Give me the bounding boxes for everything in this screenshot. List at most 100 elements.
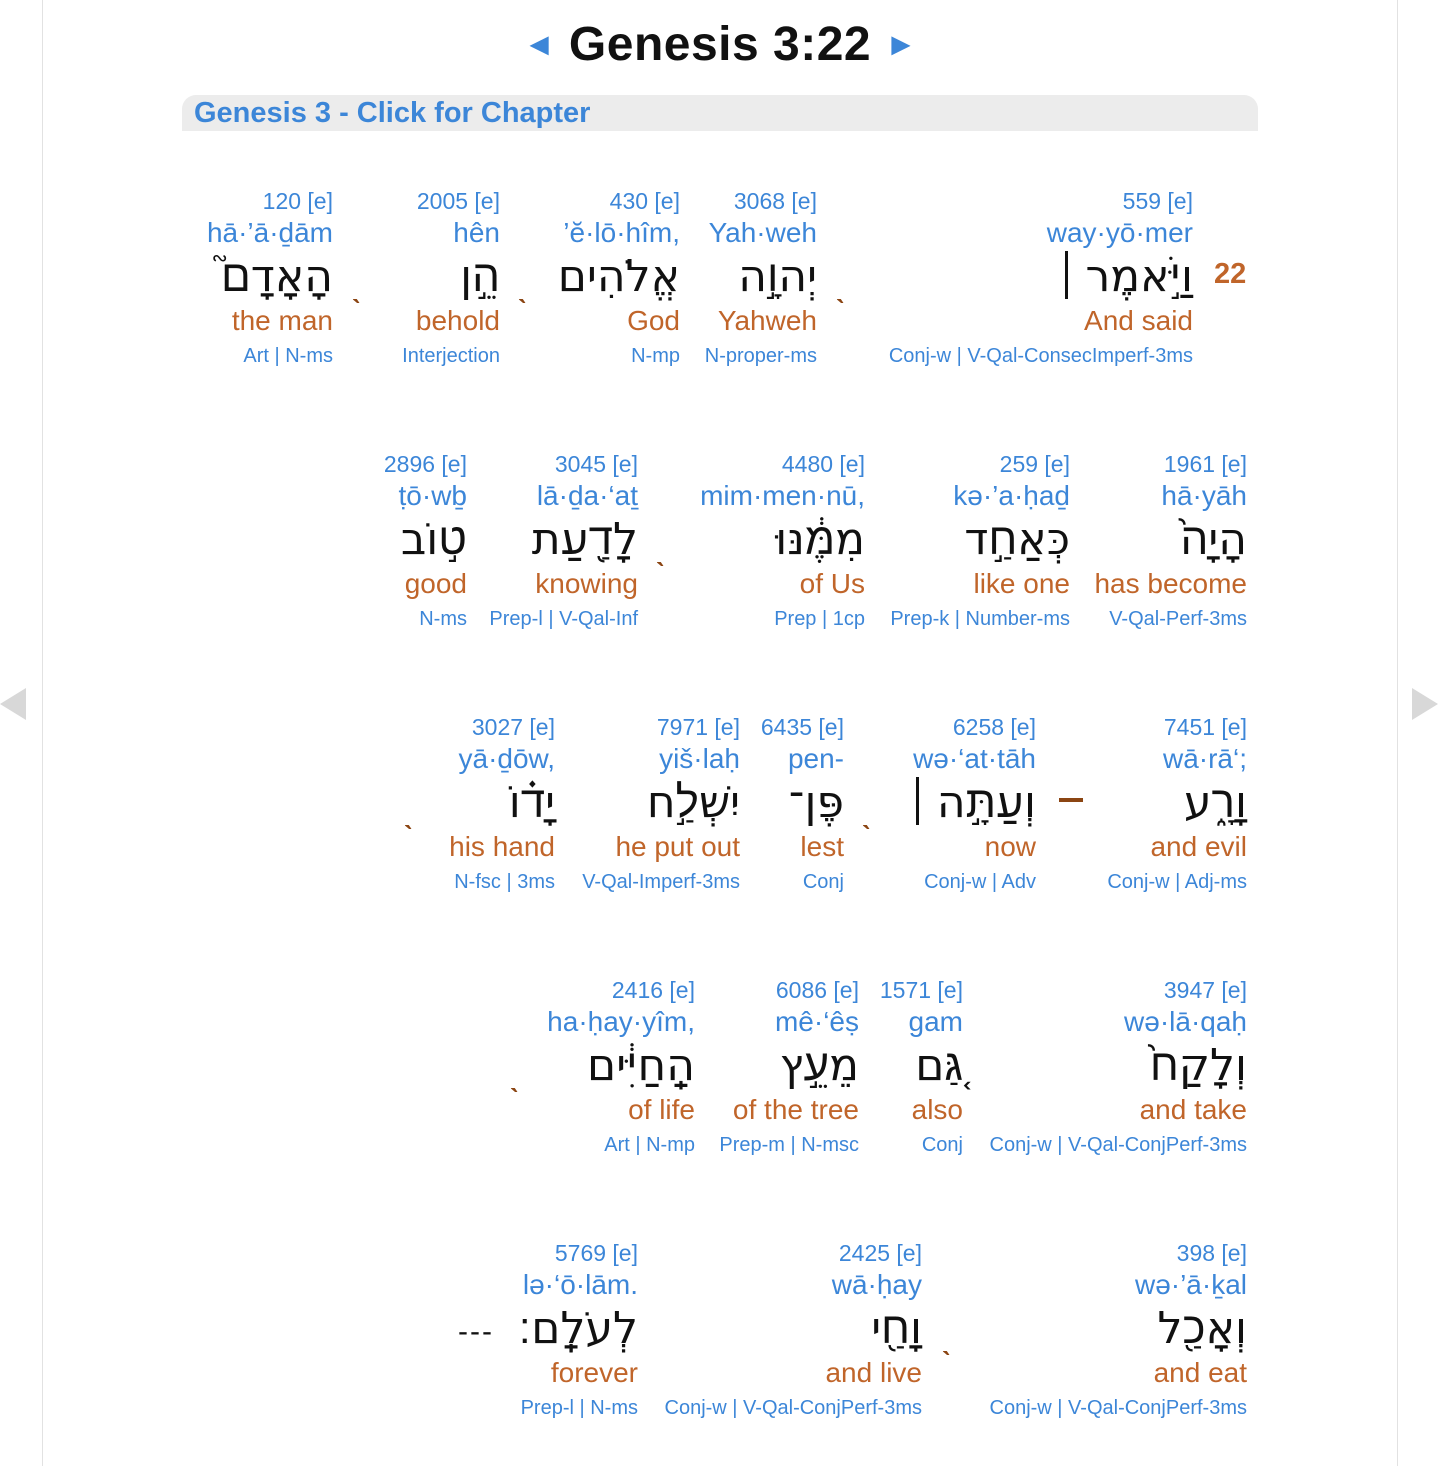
strongs-number-link[interactable]: 3045 [e] <box>554 451 638 477</box>
next-verse-arrow-icon[interactable]: ► <box>885 26 917 62</box>
parsing-link[interactable]: Conj-w | V-Qal-ConsecImperf-3ms <box>888 345 1193 367</box>
word-separator-mark: ˎ <box>518 271 528 304</box>
parsing-link[interactable]: Prep-l | V-Qal-Inf <box>489 608 638 630</box>
strongs-number-link[interactable]: 2416 [e] <box>611 977 695 1003</box>
transliteration: hā·yāh <box>1161 480 1247 511</box>
word-block: 259 [e] kə·’a·ḥaḏ כְּאַחַ֣ד like one Pre… <box>890 448 1070 632</box>
strongs-number-link[interactable]: 430 [e] <box>609 188 680 214</box>
strongs-number-link[interactable]: 5769 [e] <box>554 1240 638 1266</box>
strongs-number-link[interactable]: 2896 [e] <box>383 451 467 477</box>
english-gloss: Yahweh <box>717 305 817 336</box>
parsing-link[interactable]: Conj-w | V-Qal-ConjPerf-3ms <box>664 1397 922 1419</box>
word-separator-mark: ˎ <box>404 797 414 830</box>
hebrew-word: מִמֶּ֔נּוּ <box>775 514 865 565</box>
transliteration: yā·ḏōw, <box>458 743 556 774</box>
strongs-number-link[interactable]: 120 [e] <box>262 188 333 214</box>
transliteration: mim·men·nū, <box>700 480 865 511</box>
hebrew-word: הֵ֣ן <box>460 251 500 302</box>
word-separator-mark: ˎ <box>510 1060 520 1093</box>
transliteration: mê·‘êṣ <box>774 1006 859 1037</box>
word-separator-mark: ˎ <box>942 1323 952 1356</box>
paseq-divider <box>916 777 919 825</box>
english-gloss: and live <box>825 1357 922 1388</box>
english-gloss: God <box>627 305 680 336</box>
parsing-link[interactable]: N-fsc | 3ms <box>454 871 555 893</box>
word-block: 430 [e] ’ĕ·lō·hîm, אֱלֹהִים God N-mp <box>558 185 680 369</box>
strongs-number-link[interactable]: 3068 [e] <box>733 188 817 214</box>
parsing-link[interactable]: Prep-m | N-msc <box>719 1134 859 1156</box>
word-block: 3045 [e] lā·ḏa·‘aṯ לָדַ֖עַת knowing Prep… <box>489 448 638 632</box>
parsing-link[interactable]: Prep | 1cp <box>774 608 865 630</box>
hebrew-word: ט֣וֹב <box>400 514 467 565</box>
parsing-link[interactable]: Conj-w | Adv <box>924 871 1036 893</box>
word-block: 7451 [e] wā·rā‘; וָרָ֑ע and evil Conj-w … <box>1107 711 1247 895</box>
previous-verse-arrow-icon[interactable]: ◄ <box>523 26 555 62</box>
english-gloss: of life <box>628 1094 695 1125</box>
hebrew-word: וָחַ֖י <box>871 1303 922 1354</box>
english-gloss: knowing <box>535 568 638 599</box>
hebrew-word: וָרָ֑ע <box>1183 777 1247 828</box>
strongs-number-link[interactable]: 7451 [e] <box>1163 714 1247 740</box>
parsing-link[interactable]: V-Qal-Perf-3ms <box>1109 608 1247 630</box>
parsing-link[interactable]: Conj <box>802 871 844 893</box>
strongs-number-link[interactable]: 7971 [e] <box>656 714 740 740</box>
strongs-number-link[interactable]: 559 [e] <box>1122 188 1193 214</box>
strongs-number-link[interactable]: 4480 [e] <box>781 451 865 477</box>
word-block: 120 [e] hā·’ā·ḏām הָאָדָם֮ the man Art |… <box>207 185 333 369</box>
hebrew-word: לְעֹלָֽם׃ <box>518 1303 638 1354</box>
strongs-number-link[interactable]: 3027 [e] <box>471 714 555 740</box>
parsing-link[interactable]: V-Qal-Imperf-3ms <box>582 871 740 893</box>
hebrew-word: יָד֗וֹ <box>508 777 555 828</box>
strongs-number-link[interactable]: 6435 [e] <box>760 714 844 740</box>
strongs-number-link[interactable]: 3947 [e] <box>1163 977 1247 1003</box>
verse-number[interactable]: 22 <box>1214 258 1247 290</box>
hebrew-word: הָיָה֙ <box>1180 514 1247 565</box>
english-gloss: lest <box>800 831 844 862</box>
chapter-link[interactable]: Genesis 3 - Click for Chapter <box>194 97 591 129</box>
strongs-number-link[interactable]: 2005 [e] <box>416 188 500 214</box>
word-block: 6086 [e] mê·‘êṣ מֵעֵ֣ץ of the tree Prep-… <box>719 974 859 1158</box>
strongs-number-link[interactable]: 6086 [e] <box>775 977 859 1003</box>
interlinear-row-4: ˎ 2416 [e] ha·ḥay·yîm, הַֽחַיִּ֔ים of li… <box>0 974 1440 1174</box>
strongs-number-link[interactable]: 6258 [e] <box>952 714 1036 740</box>
word-block: 3027 [e] yā·ḏōw, יָד֗וֹ his hand N-fsc |… <box>449 711 555 895</box>
parsing-link[interactable]: Art | N-ms <box>243 345 333 367</box>
english-gloss: behold <box>415 305 500 336</box>
transliteration: ṭō·wḇ <box>398 480 467 511</box>
word-separator-mark: ˎ <box>862 797 872 830</box>
parsing-link[interactable]: Art | N-mp <box>604 1134 695 1156</box>
strongs-number-link[interactable]: 398 [e] <box>1176 1240 1247 1266</box>
transliteration: kə·’a·ḥaḏ <box>953 480 1070 511</box>
strongs-number-link[interactable]: 259 [e] <box>999 451 1070 477</box>
english-gloss: the man <box>231 305 333 336</box>
parsing-link[interactable]: Prep-k | Number-ms <box>890 608 1070 630</box>
next-verse-side-arrow-icon[interactable] <box>1412 688 1438 720</box>
parsing-link[interactable]: N-proper-ms <box>704 345 817 367</box>
title-bar: ◄ Genesis 3:22 ► <box>0 14 1440 74</box>
hebrew-word: וַיֹּ֣אמֶר <box>1085 251 1193 302</box>
interlinear-row-2: 2896 [e] ṭō·wḇ ט֣וֹב good N-ms 3045 [e] … <box>0 448 1440 648</box>
parsing-link[interactable]: Conj-w | V-Qal-ConjPerf-3ms <box>989 1134 1247 1156</box>
page-title: Genesis 3:22 <box>568 17 872 71</box>
hebrew-word: מֵעֵ֣ץ <box>779 1040 859 1091</box>
parsing-link[interactable]: N-ms <box>419 608 467 630</box>
strongs-number-link[interactable]: 2425 [e] <box>838 1240 922 1266</box>
word-block: 398 [e] wə·’ā·ḵal וְאָכַ֖ל and eat Conj-… <box>990 1237 1247 1421</box>
parsing-link[interactable]: N-mp <box>631 345 680 367</box>
word-block: 559 [e] way·yō·mer וַיֹּ֣אמֶר And said C… <box>889 185 1193 369</box>
transliteration: ha·ḥay·yîm, <box>547 1006 695 1037</box>
parsing-link[interactable]: Prep-l | N-ms <box>520 1397 638 1419</box>
english-gloss: and take <box>1139 1094 1247 1125</box>
previous-verse-side-arrow-icon[interactable] <box>0 688 26 720</box>
word-block: 2896 [e] ṭō·wḇ ט֣וֹב good N-ms <box>384 448 467 632</box>
hebrew-word: פֶּן־ <box>788 777 844 828</box>
parsing-link[interactable]: Conj-w | V-Qal-ConjPerf-3ms <box>989 1397 1247 1419</box>
parsing-link[interactable]: Conj <box>921 1134 963 1156</box>
parsing-link[interactable]: Conj-w | Adj-ms <box>1107 871 1247 893</box>
parsing-link[interactable]: Interjection <box>402 345 500 367</box>
transliteration: hên <box>453 217 500 248</box>
strongs-number-link[interactable]: 1571 [e] <box>879 977 963 1003</box>
page-panel <box>42 0 1398 1466</box>
word-separator-mark: ˎ <box>836 271 846 304</box>
strongs-number-link[interactable]: 1961 [e] <box>1163 451 1247 477</box>
